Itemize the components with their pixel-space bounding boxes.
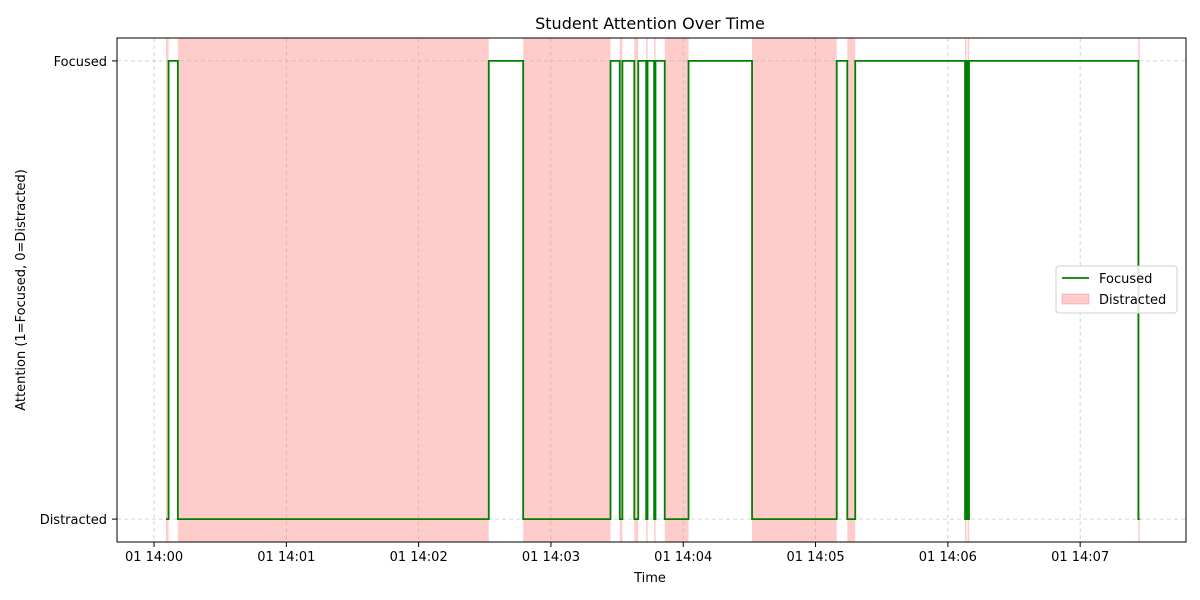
plot-frame: [116, 37, 1187, 543]
legend-distracted-swatch: [1061, 293, 1090, 305]
distracted-span-3: [619, 38, 623, 542]
distracted-span-9: [847, 38, 856, 542]
chart-title: Student Attention Over Time: [535, 14, 765, 33]
distracted-span-1: [177, 38, 489, 542]
x-tick-label-7: 01 14:07: [1051, 550, 1109, 565]
distracted-span-7: [664, 38, 689, 542]
focused-series-line: [165, 60, 1140, 520]
x-tick-label-3: 01 14:03: [522, 550, 580, 565]
distracted-span-8: [752, 38, 837, 542]
x-tick-label-2: 01 14:02: [390, 550, 448, 565]
distracted-span-0: [165, 38, 169, 542]
legend-distracted-label: Distracted: [1099, 293, 1166, 308]
distracted-span-2: [523, 38, 611, 542]
x-tick-label-0: 01 14:00: [125, 550, 183, 565]
x-tick-label-4: 01 14:04: [654, 550, 712, 565]
y-tick-label-0: Focused: [54, 55, 107, 70]
x-tick-label-6: 01 14:06: [919, 550, 977, 565]
distracted-span-4: [634, 38, 639, 542]
plot-area: 01 14:00 01 14:01 01 14:02 01 14:03 01 14:04…: [40, 37, 1187, 565]
x-axis-label: Time: [633, 571, 666, 586]
legend: Focused Distracted: [1055, 265, 1178, 314]
y-axis-label: Attention (1=Focused, 0=Distracted): [14, 169, 29, 411]
x-tick-label-5: 01 14:05: [786, 550, 844, 565]
x-tick-label-1: 01 14:01: [257, 550, 315, 565]
y-tick-label-1: Distracted: [40, 513, 107, 528]
legend-focused-label: Focused: [1099, 272, 1152, 287]
